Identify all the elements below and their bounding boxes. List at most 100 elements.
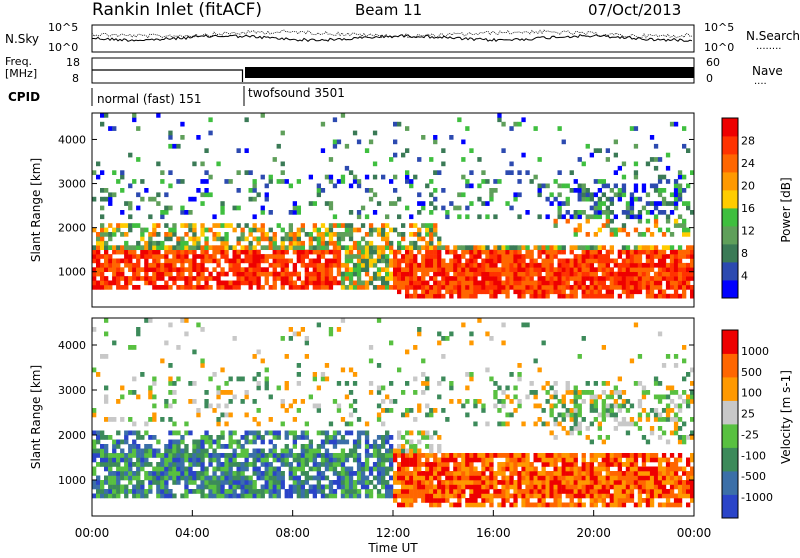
range-time-cell [332, 254, 338, 259]
range-time-cell [541, 262, 546, 268]
range-time-cell [557, 262, 562, 268]
range-time-cell [264, 385, 269, 391]
range-time-cell [284, 267, 289, 273]
range-time-cell [332, 435, 338, 440]
range-time-cell [401, 462, 406, 467]
range-time-cell [389, 453, 394, 458]
range-time-cell [549, 462, 554, 467]
range-time-cell [252, 227, 257, 233]
range-time-cell [577, 285, 582, 290]
range-time-cell [152, 262, 157, 268]
range-time-cell [184, 421, 189, 427]
range-time-cell [637, 280, 643, 286]
range-time-cell [308, 240, 314, 246]
range-time-cell [292, 484, 298, 490]
range-time-cell [465, 280, 470, 286]
range-time-cell [160, 453, 165, 458]
range-time-cell [505, 280, 510, 286]
range-time-cell [292, 262, 298, 268]
range-time-cell [565, 502, 570, 508]
range-time-cell [328, 280, 334, 286]
range-time-cell [296, 457, 302, 463]
range-time-cell [421, 462, 426, 467]
range-time-cell [469, 453, 474, 458]
range-time-cell [180, 258, 185, 264]
range-time-cell [276, 143, 281, 149]
range-time-cell [324, 453, 330, 458]
range-time-cell [569, 267, 574, 273]
range-time-cell [605, 435, 611, 440]
range-time-cell [469, 376, 474, 382]
range-time-cell [340, 271, 346, 277]
range-time-cell [437, 462, 442, 467]
range-time-cell [421, 271, 426, 277]
range-time-cell [284, 408, 289, 413]
noise-right-dots: ........ [756, 41, 781, 52]
range-time-cell [328, 236, 334, 242]
range-time-cell [340, 232, 346, 237]
range-time-cell [368, 188, 374, 193]
range-time-cell [625, 480, 631, 485]
range-time-cell [513, 453, 518, 458]
range-time-cell [501, 502, 506, 508]
range-time-cell [368, 444, 374, 449]
range-time-cell [629, 205, 635, 211]
range-time-cell [144, 489, 149, 494]
range-time-cell [144, 430, 149, 436]
range-time-cell [517, 293, 522, 299]
range-time-cell [561, 412, 566, 418]
range-time-cell [581, 293, 586, 299]
range-time-cell [204, 453, 209, 458]
range-time-cell [469, 201, 474, 206]
range-time-cell [320, 245, 326, 251]
range-time-cell [236, 480, 241, 485]
range-time-cell [637, 232, 643, 237]
range-time-cell [324, 475, 330, 481]
range-time-cell [493, 254, 498, 259]
range-time-cell [657, 192, 663, 198]
range-time-cell [657, 249, 663, 255]
range-time-cell [429, 227, 434, 233]
range-time-cell [348, 367, 354, 373]
range-time-cell [200, 462, 205, 467]
colorbar-tick-label: 25 [741, 408, 755, 421]
range-time-cell [284, 271, 289, 277]
range-time-cell [657, 381, 663, 386]
range-time-cell [320, 493, 326, 499]
range-time-cell [364, 466, 370, 472]
range-time-cell [613, 493, 619, 499]
range-time-cell [300, 245, 306, 251]
range-time-cell [661, 466, 667, 472]
range-time-cell [140, 462, 145, 467]
range-time-cell [356, 466, 362, 472]
range-time-cell [324, 245, 330, 251]
range-time-cell [421, 381, 426, 386]
range-time-cell [104, 318, 109, 323]
range-time-cell [324, 448, 330, 454]
range-time-cell [633, 174, 639, 180]
range-time-cell [332, 462, 338, 467]
range-time-cell [308, 262, 314, 268]
range-time-cell [212, 448, 217, 454]
range-time-cell [581, 462, 586, 467]
range-time-cell [509, 254, 514, 259]
range-time-cell [188, 381, 193, 386]
range-time-cell [168, 285, 173, 290]
range-time-cell [108, 201, 113, 206]
range-time-cell [473, 471, 478, 476]
range-time-cell [517, 170, 522, 176]
range-time-cell [184, 285, 189, 290]
range-time-cell [641, 183, 647, 189]
range-time-cell [437, 444, 442, 449]
range-time-cell [409, 214, 414, 220]
range-time-cell [573, 462, 578, 467]
range-time-cell [236, 484, 241, 490]
range-time-cell [686, 502, 691, 508]
range-time-cell [489, 280, 494, 286]
range-time-cell [340, 280, 346, 286]
range-time-cell [188, 489, 193, 494]
range-time-cell [320, 148, 326, 154]
range-time-cell [625, 498, 631, 503]
range-time-cell [425, 403, 430, 409]
range-time-cell [160, 484, 165, 490]
